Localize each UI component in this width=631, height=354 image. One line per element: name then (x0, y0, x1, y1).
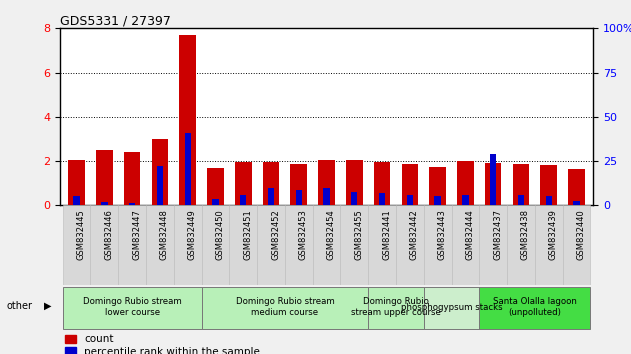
Bar (257, 205, 285, 285)
Bar (568, 169, 585, 205)
Text: GSM832455: GSM832455 (355, 209, 363, 260)
Bar (546, 196, 552, 205)
Bar (290, 164, 307, 205)
Bar (118, 205, 146, 285)
Bar (480, 205, 507, 285)
Bar (318, 160, 335, 205)
Bar (457, 161, 474, 205)
Bar (151, 139, 168, 205)
Bar (201, 205, 229, 285)
Bar (156, 166, 163, 205)
Text: GSM832437: GSM832437 (493, 209, 502, 260)
Bar (295, 190, 302, 205)
Bar (179, 35, 196, 205)
Text: GSM832453: GSM832453 (298, 209, 308, 260)
Bar (485, 163, 502, 205)
Bar (341, 205, 369, 285)
Bar (62, 205, 90, 285)
Bar (424, 205, 452, 285)
Bar (379, 193, 386, 205)
Legend: count, percentile rank within the sample: count, percentile rank within the sample (65, 335, 260, 354)
Bar (351, 192, 358, 205)
Bar (463, 195, 469, 205)
Bar (68, 160, 85, 205)
Bar (101, 202, 107, 205)
Bar (563, 205, 591, 285)
Bar (229, 205, 257, 285)
Text: GSM832454: GSM832454 (327, 209, 336, 260)
Bar (424, 287, 480, 329)
Bar (73, 196, 80, 205)
Text: phosphogypsum stacks: phosphogypsum stacks (401, 303, 502, 312)
Bar (374, 162, 391, 205)
Text: other: other (6, 301, 32, 311)
Text: GSM832451: GSM832451 (243, 209, 252, 260)
Bar (235, 162, 252, 205)
Bar (369, 205, 396, 285)
Text: GSM832447: GSM832447 (132, 209, 141, 260)
Bar (574, 201, 580, 205)
Bar (240, 195, 246, 205)
Bar (452, 205, 480, 285)
Text: GSM832441: GSM832441 (382, 209, 391, 260)
Text: GSM832438: GSM832438 (521, 209, 530, 260)
Text: GSM832448: GSM832448 (160, 209, 169, 260)
Bar (184, 133, 191, 205)
Bar (396, 205, 424, 285)
Bar (435, 195, 441, 205)
Text: GSM832445: GSM832445 (76, 209, 86, 260)
Bar (490, 154, 497, 205)
Bar (518, 195, 524, 205)
Bar (429, 167, 446, 205)
Text: GSM832446: GSM832446 (104, 209, 114, 260)
Text: GSM832439: GSM832439 (549, 209, 558, 260)
Text: GSM832444: GSM832444 (466, 209, 475, 260)
Bar (535, 205, 563, 285)
Bar (268, 188, 274, 205)
Bar (207, 168, 224, 205)
Bar (480, 287, 591, 329)
Bar (285, 205, 312, 285)
Text: Santa Olalla lagoon
(unpolluted): Santa Olalla lagoon (unpolluted) (493, 297, 577, 317)
Bar (146, 205, 174, 285)
Bar (407, 195, 413, 205)
Text: GSM832450: GSM832450 (215, 209, 225, 260)
Bar (124, 152, 141, 205)
Text: ▶: ▶ (44, 301, 52, 311)
Text: GSM832452: GSM832452 (271, 209, 280, 260)
Bar (212, 199, 218, 205)
Text: GSM832440: GSM832440 (577, 209, 586, 260)
Bar (62, 287, 201, 329)
Bar (262, 162, 280, 205)
Bar (507, 205, 535, 285)
Bar (312, 205, 341, 285)
Text: Domingo Rubio
stream upper course: Domingo Rubio stream upper course (351, 297, 441, 317)
Text: Domingo Rubio stream
lower course: Domingo Rubio stream lower course (83, 297, 182, 317)
Bar (174, 205, 201, 285)
Bar (540, 166, 557, 205)
Bar (512, 164, 529, 205)
Text: GSM832442: GSM832442 (410, 209, 419, 260)
Text: GDS5331 / 27397: GDS5331 / 27397 (60, 14, 171, 27)
Bar (129, 202, 135, 205)
Bar (96, 150, 113, 205)
Bar (90, 205, 118, 285)
Bar (201, 287, 369, 329)
Bar (369, 287, 424, 329)
Bar (323, 188, 330, 205)
Bar (346, 160, 363, 205)
Text: GSM832449: GSM832449 (187, 209, 197, 260)
Text: GSM832443: GSM832443 (438, 209, 447, 260)
Bar (401, 164, 418, 205)
Text: Domingo Rubio stream
medium course: Domingo Rubio stream medium course (235, 297, 334, 317)
